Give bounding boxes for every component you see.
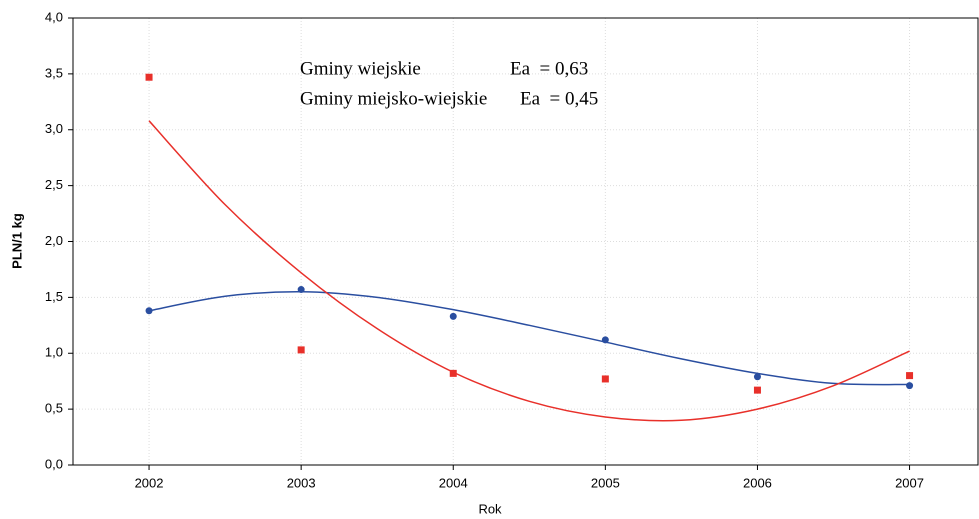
point: [601, 336, 609, 344]
legend-label: Gminy wiejskie: [300, 58, 421, 79]
x-tick-label: 2006: [743, 475, 772, 490]
point: [906, 372, 914, 380]
y-tick-label: 3,5: [45, 65, 63, 80]
y-tick-label: 1,5: [45, 289, 63, 304]
point: [145, 73, 153, 81]
y-tick-label: 0,5: [45, 401, 63, 416]
point: [145, 307, 153, 315]
point: [753, 386, 761, 394]
legend-annotation: Ea = 0,63: [510, 58, 588, 79]
y-tick-label: 4,0: [45, 9, 63, 24]
point: [449, 312, 457, 320]
point: [297, 286, 305, 294]
y-axis-label: PLN/1 kg: [9, 213, 24, 269]
x-tick-label: 2002: [135, 475, 164, 490]
x-tick-label: 2007: [895, 475, 924, 490]
y-tick-label: 1,0: [45, 345, 63, 360]
point: [449, 369, 457, 377]
legend-label: Gminy miejsko-wiejskie: [300, 88, 487, 109]
x-tick-label: 2004: [439, 475, 468, 490]
y-tick-label: 2,5: [45, 177, 63, 192]
point: [601, 375, 609, 383]
point: [906, 382, 914, 390]
x-tick-label: 2003: [287, 475, 316, 490]
point: [753, 373, 761, 381]
legend-annotation: Ea = 0,45: [520, 88, 598, 109]
x-tick-label: 2005: [591, 475, 620, 490]
x-axis-label: Rok: [478, 501, 502, 516]
y-tick-label: 2,0: [45, 233, 63, 248]
point: [297, 346, 305, 354]
plot-frame: [72, 17, 979, 466]
fit-line: [148, 120, 910, 422]
fit-line: [148, 291, 910, 386]
y-tick-label: 3,0: [45, 121, 63, 136]
y-tick-label: 0,0: [45, 456, 63, 471]
